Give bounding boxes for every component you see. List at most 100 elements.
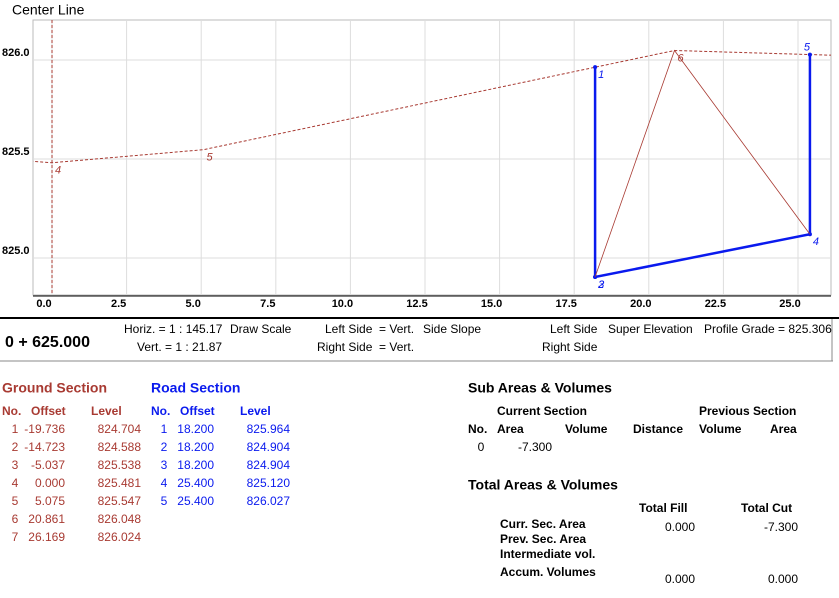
group-header: Previous Section bbox=[699, 404, 796, 418]
table-cell: 3 bbox=[161, 458, 168, 472]
section-title: Sub Areas & Volumes bbox=[468, 380, 612, 396]
profile-grade: Profile Grade = 825.306 bbox=[704, 322, 832, 336]
table-cell: 7 bbox=[12, 530, 19, 544]
side-slope: Side Slope bbox=[423, 322, 481, 336]
table-cell: 18.200 bbox=[177, 440, 214, 454]
plot: 123456712345 bbox=[33, 20, 831, 295]
table-cell: 825.964 bbox=[247, 422, 291, 436]
table-cell: -14.723 bbox=[24, 440, 65, 454]
slope-line bbox=[594, 49, 811, 278]
table-cell: 2 bbox=[12, 440, 19, 454]
table-cell: 20.861 bbox=[28, 512, 65, 526]
column-header: No. bbox=[2, 404, 21, 418]
table-cell: 826.048 bbox=[98, 512, 142, 526]
table-cell: 0.000 bbox=[665, 572, 695, 586]
y-tick-label: 826.0 bbox=[2, 47, 30, 59]
column-header: Area bbox=[770, 422, 797, 436]
group-header: Current Section bbox=[497, 404, 587, 418]
table-cell: 825.481 bbox=[98, 476, 142, 490]
station: 0 + 625.000 bbox=[5, 334, 90, 351]
table-cell: 824.588 bbox=[98, 440, 142, 454]
side-right: Right Side = Vert. bbox=[317, 340, 414, 354]
table-cell: 1 bbox=[12, 422, 19, 436]
draw-scale: Draw Scale bbox=[230, 322, 292, 336]
column-header: Offset bbox=[180, 404, 215, 418]
column-header: Area bbox=[497, 422, 524, 436]
point-label: 5 bbox=[206, 152, 213, 164]
point-label: 1 bbox=[598, 69, 604, 81]
table-cell: 18.200 bbox=[177, 422, 214, 436]
table-cell: 826.024 bbox=[98, 530, 142, 544]
table-cell: 6 bbox=[12, 512, 19, 526]
road-point bbox=[593, 65, 598, 70]
vert-scale: Vert. = 1 : 21.87 bbox=[137, 340, 222, 354]
x-tick-label: 12.5 bbox=[406, 298, 427, 310]
x-tick-label: 20.0 bbox=[630, 298, 651, 310]
section-title: Ground Section bbox=[2, 380, 107, 396]
table-cell: -7.300 bbox=[764, 520, 798, 534]
table-cell: 826.027 bbox=[247, 494, 291, 508]
super-left: Left Side bbox=[550, 322, 598, 336]
table-cell: 0.000 bbox=[768, 572, 798, 586]
column-header: Level bbox=[240, 404, 271, 418]
point-label: 3 bbox=[598, 279, 605, 291]
chart-title: Center Line bbox=[12, 2, 85, 18]
row-label: Prev. Sec. Area bbox=[500, 532, 586, 546]
row-label: Accum. Volumes bbox=[500, 565, 596, 579]
row-label: Intermediate vol. bbox=[500, 547, 595, 561]
point-label: 6 bbox=[677, 52, 684, 64]
table-cell: 824.704 bbox=[98, 422, 142, 436]
table-cell: 5.075 bbox=[35, 494, 65, 508]
column-header: No. bbox=[468, 422, 487, 436]
table-cell: 2 bbox=[161, 440, 168, 454]
column-header: Volume bbox=[565, 422, 608, 436]
table-cell: 0.000 bbox=[665, 520, 695, 534]
table-cell: 25.400 bbox=[177, 476, 214, 490]
point-label: 4 bbox=[55, 165, 61, 177]
table-cell: 5 bbox=[161, 494, 168, 508]
point-label: 5 bbox=[804, 42, 811, 54]
column-header: Level bbox=[91, 404, 122, 418]
y-tick-label: 825.0 bbox=[2, 245, 30, 257]
point-label: 2 bbox=[597, 279, 604, 291]
point-label: 4 bbox=[813, 236, 819, 248]
table-cell: 4 bbox=[12, 476, 19, 490]
table-cell: 4 bbox=[161, 476, 168, 490]
column-header: Volume bbox=[699, 422, 742, 436]
side-left: Left Side = Vert. bbox=[325, 322, 414, 336]
plot-area bbox=[32, 19, 832, 296]
super-right: Right Side bbox=[542, 340, 598, 354]
horiz-scale: Horiz. = 1 : 145.17 bbox=[124, 322, 223, 336]
section-title: Total Areas & Volumes bbox=[468, 477, 618, 493]
column-header: Offset bbox=[31, 404, 66, 418]
y-tick-label: 825.5 bbox=[2, 146, 30, 158]
table-cell: 5 bbox=[12, 494, 19, 508]
section-title: Road Section bbox=[151, 380, 240, 396]
table-cell: 824.904 bbox=[247, 458, 291, 472]
table-cell: 825.538 bbox=[98, 458, 142, 472]
column-header: No. bbox=[151, 404, 170, 418]
road-line bbox=[593, 54, 812, 279]
table-cell: 0.000 bbox=[35, 476, 65, 490]
column-header: Total Fill bbox=[639, 501, 687, 515]
x-tick-label: 0.0 bbox=[36, 298, 51, 310]
x-tick-label: 25.0 bbox=[779, 298, 800, 310]
table-cell: -19.736 bbox=[24, 422, 65, 436]
x-tick-label: 2.5 bbox=[111, 298, 126, 310]
x-tick-label: 7.5 bbox=[260, 298, 275, 310]
row-label: Curr. Sec. Area bbox=[500, 517, 586, 531]
super-elevation: Super Elevation bbox=[608, 322, 693, 336]
column-header: Distance bbox=[633, 422, 683, 436]
x-tick-label: 10.0 bbox=[332, 298, 353, 310]
table-cell: 1 bbox=[161, 422, 168, 436]
table-cell: 825.120 bbox=[247, 476, 291, 490]
x-tick-label: 5.0 bbox=[186, 298, 201, 310]
table-cell: -5.037 bbox=[31, 458, 65, 472]
x-tick-label: 22.5 bbox=[705, 298, 726, 310]
table-cell: 25.400 bbox=[177, 494, 214, 508]
table-cell: 825.547 bbox=[98, 494, 142, 508]
table-cell: 824.904 bbox=[247, 440, 291, 454]
table-cell: 18.200 bbox=[177, 458, 214, 472]
road-point bbox=[807, 52, 812, 57]
